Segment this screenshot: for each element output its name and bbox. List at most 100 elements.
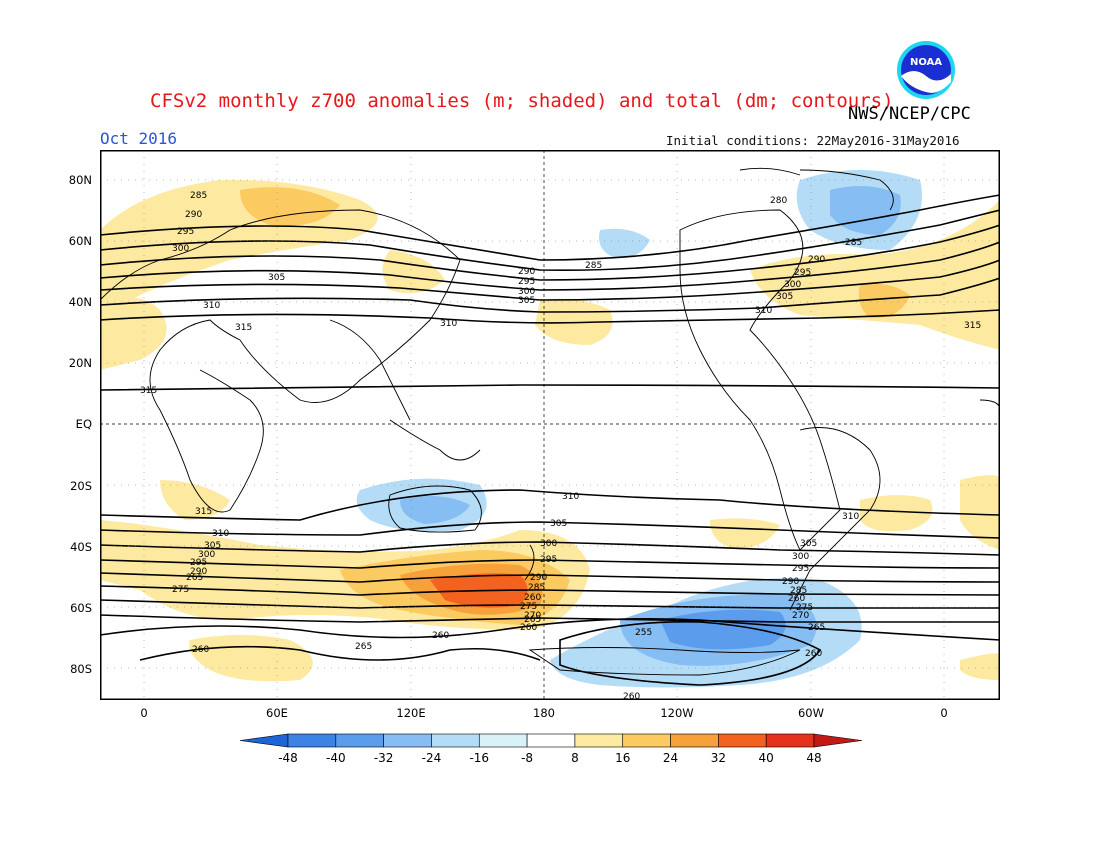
lon-label: 120W [660, 706, 694, 720]
contour-label: 265 [524, 615, 541, 625]
colorbar-swatch [622, 733, 671, 748]
contour-label: 295 [540, 555, 557, 565]
lon-label: 180 [533, 706, 555, 720]
lat-label: 40N [68, 295, 92, 309]
contour-label: 290 [518, 267, 535, 277]
contour-value-labels: 285 290 295 300 305 310 315 315 310 290 … [140, 191, 981, 700]
colorbar-tick-label: -16 [469, 751, 489, 765]
height-contours [100, 194, 1000, 686]
colorbar-swatch [287, 733, 337, 748]
noaa-logo-text: NOAA [910, 57, 942, 68]
colorbar-swatch [813, 733, 862, 748]
contour-label: 285 [585, 261, 602, 271]
lon-label: 120E [396, 706, 426, 720]
contour-label: 270 [792, 611, 809, 621]
contour-label: 305 [518, 296, 535, 306]
colorbar-tick-label: -48 [278, 751, 298, 765]
contour-label: 260 [520, 623, 537, 633]
contour-label: 275 [172, 585, 189, 595]
contour-label: 280 [770, 196, 787, 206]
contour-label: 295 [794, 268, 811, 278]
colorbar-swatch [574, 733, 624, 748]
contour-label: 300 [784, 280, 801, 290]
colorbar-tick-label: 32 [711, 751, 726, 765]
colorbar: -48 -40 -32 -24 -16 -8 8 16 24 32 40 48 [240, 733, 862, 765]
lon-label: 0 [140, 706, 148, 720]
coastlines [100, 167, 1000, 676]
contour-label: 260 [623, 692, 640, 700]
map-tick-grid [100, 150, 1000, 700]
month-label: Oct 2016 [100, 129, 178, 148]
colorbar-tick-label: 24 [663, 751, 678, 765]
contour-label: 260 [432, 631, 449, 641]
contour-label: 305 [776, 292, 793, 302]
contour-label: 285 [790, 586, 807, 596]
lat-label: 60S [70, 601, 92, 615]
contour-label: 295 [177, 227, 194, 237]
contour-label: 305 [204, 541, 221, 551]
map-frame [100, 150, 1000, 700]
contour-label: 290 [782, 577, 799, 587]
contour-label: 305 [800, 539, 817, 549]
contour-label: 260 [192, 645, 209, 655]
contour-label: 295 [190, 558, 207, 568]
contour-label: 290 [808, 255, 825, 265]
contour-label: 285 [845, 238, 862, 248]
contour-label: 265 [808, 623, 825, 633]
contour-label: 305 [550, 519, 567, 529]
contour-label: 305 [268, 273, 285, 283]
colorbar-swatch [335, 733, 384, 748]
colorbar-tick-label: 8 [571, 751, 579, 765]
contour-label: 290 [185, 210, 202, 220]
contour-label: 290 [190, 567, 207, 577]
chart-title: CFSv2 monthly z700 anomalies (m; shaded)… [150, 90, 894, 112]
contour-label: 285 [190, 191, 207, 201]
colorbar-swatch [431, 733, 480, 748]
contour-label: 315 [235, 323, 252, 333]
lon-label: 60W [797, 706, 825, 720]
contour-label: 265 [355, 642, 372, 652]
contour-label: 310 [562, 492, 579, 502]
colorbar-tick-label: -8 [521, 751, 533, 765]
contour-label: 285 [528, 583, 545, 593]
contour-label: 310 [203, 301, 220, 311]
contour-label: 310 [842, 512, 859, 522]
contour-label: 315 [140, 386, 157, 396]
lon-label: 0 [940, 706, 948, 720]
contour-label: 310 [212, 529, 229, 539]
lat-label: 80N [68, 173, 92, 187]
contour-label: 315 [964, 321, 981, 331]
map-gridlines [100, 150, 1000, 700]
noaa-logo-icon: NOAA [897, 41, 955, 99]
contour-label: 300 [518, 287, 535, 297]
contour-label: 315 [195, 507, 212, 517]
initial-conditions-label: Initial conditions: 22May2016-31May2016 [666, 133, 960, 148]
org-label: NWS/NCEP/CPC [848, 104, 971, 124]
contour-label: 300 [198, 550, 215, 560]
lat-label: EQ [75, 417, 92, 431]
lat-label: 20N [68, 356, 92, 370]
contour-label: 300 [540, 539, 557, 549]
colorbar-tick-label: -32 [374, 751, 394, 765]
colorbar-swatch [383, 733, 432, 748]
contour-label: 270 [524, 611, 541, 621]
colorbar-swatch [718, 733, 767, 748]
contour-label: 300 [172, 244, 189, 254]
colorbar-swatch [526, 733, 576, 748]
colorbar-swatch [478, 733, 528, 748]
colorbar-tick-label: 40 [759, 751, 774, 765]
lat-label: 80S [70, 662, 92, 676]
colorbar-tick-label: -40 [326, 751, 346, 765]
colorbar-swatch [670, 733, 719, 748]
contour-label: 275 [520, 602, 537, 612]
contour-label: 310 [755, 306, 772, 316]
colorbar-tick-label: 48 [806, 751, 821, 765]
colorbar-swatch [765, 733, 815, 748]
contour-label: 260 [524, 593, 541, 603]
lat-label: 40S [70, 540, 92, 554]
anomaly-map: 285 290 295 300 305 310 315 315 310 290 … [100, 150, 1000, 700]
contour-label: 265 [186, 573, 203, 583]
colorbar-swatch [240, 733, 289, 748]
contour-label: 255 [635, 628, 652, 638]
contour-label: 260 [788, 594, 805, 604]
